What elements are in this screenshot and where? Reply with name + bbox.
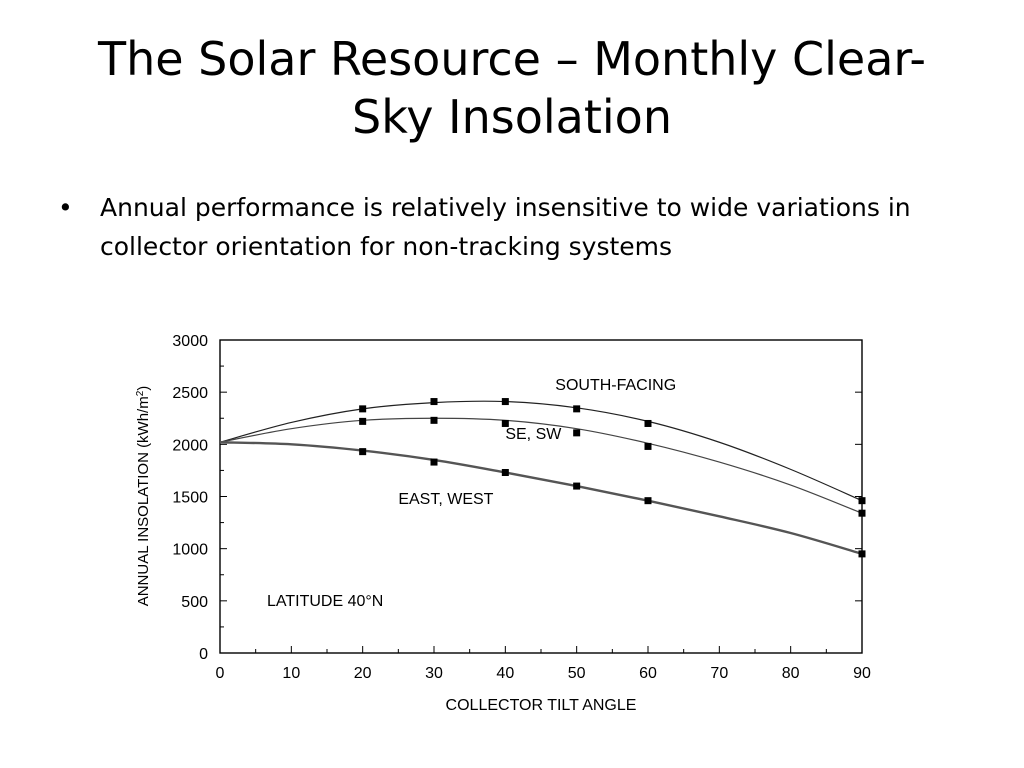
y-tick-label: 500 bbox=[181, 594, 208, 611]
series-label-south-facing: SOUTH-FACING bbox=[555, 377, 676, 394]
data-marker-east-west bbox=[501, 469, 509, 477]
slide-title-line-2: Sky Insolation bbox=[352, 90, 672, 144]
data-marker-south-facing bbox=[430, 398, 438, 406]
data-marker-se-sw bbox=[430, 416, 438, 424]
x-tick-label: 70 bbox=[710, 665, 728, 682]
x-tick-label: 30 bbox=[425, 665, 443, 682]
data-marker-south-facing bbox=[644, 419, 652, 427]
data-marker-se-sw bbox=[644, 442, 652, 450]
series-label-se-sw: SE, SW bbox=[505, 426, 562, 443]
data-marker-se-sw bbox=[573, 429, 581, 437]
y-axis-ticks: 0 500 1000 1500 2000 2500 3000 bbox=[172, 333, 862, 663]
data-marker-south-facing bbox=[359, 405, 367, 413]
latitude-annotation: LATITUDE 40°N bbox=[267, 593, 383, 610]
x-tick-label: 60 bbox=[639, 665, 657, 682]
data-marker-east-west bbox=[573, 482, 581, 490]
x-tick-label: 0 bbox=[216, 665, 225, 682]
y-tick-label: 2000 bbox=[172, 437, 208, 454]
x-tick-label: 20 bbox=[354, 665, 372, 682]
y-tick-label: 1500 bbox=[172, 490, 208, 507]
data-marker-east-west bbox=[359, 448, 367, 456]
series-layer bbox=[219, 398, 866, 558]
series-label-east-west: EAST, WEST bbox=[398, 491, 493, 508]
chart-container: 0 500 1000 1500 2000 2500 3000 0 10 20 30 40 50 60 70… bbox=[120, 318, 900, 728]
x-axis-label: COLLECTOR TILT ANGLE bbox=[446, 697, 637, 714]
data-marker-se-sw bbox=[858, 509, 866, 517]
series-line-south-facing bbox=[219, 400, 863, 502]
y-axis-label-sup: 2 bbox=[135, 390, 146, 396]
y-tick-label: 1000 bbox=[172, 542, 208, 559]
series-labels: SOUTH-FACING SE, SW EAST, WEST bbox=[398, 377, 676, 508]
slide-title-line-1: The Solar Resource – Monthly Clear- bbox=[98, 32, 926, 86]
series-line-east-west bbox=[219, 441, 863, 556]
data-marker-east-west bbox=[644, 497, 652, 505]
x-tick-label: 10 bbox=[282, 665, 300, 682]
y-tick-label: 3000 bbox=[172, 333, 208, 350]
data-marker-south-facing bbox=[858, 497, 866, 505]
y-axis-label-close: ) bbox=[135, 386, 152, 391]
data-marker-se-sw bbox=[359, 417, 367, 425]
y-tick-label: 2500 bbox=[172, 385, 208, 402]
data-marker-south-facing bbox=[501, 398, 509, 406]
data-marker-east-west bbox=[430, 458, 438, 466]
series-line-se-sw bbox=[219, 417, 863, 514]
data-marker-se-sw bbox=[501, 419, 509, 427]
y-tick-label: 0 bbox=[199, 646, 208, 663]
x-tick-label: 90 bbox=[853, 665, 871, 682]
y-axis-label: ANNUAL INSOLATION (kWh/m2) bbox=[135, 386, 152, 607]
x-axis-ticks: 0 10 20 30 40 50 60 70 80 90 bbox=[216, 646, 871, 682]
insolation-chart: 0 500 1000 1500 2000 2500 3000 0 10 20 30 40 50 60 70… bbox=[135, 333, 871, 714]
x-tick-label: 40 bbox=[496, 665, 514, 682]
bullet-text: Annual performance is relatively insensi… bbox=[100, 193, 911, 261]
x-tick-label: 80 bbox=[782, 665, 800, 682]
data-marker-south-facing bbox=[573, 405, 581, 413]
bullet-dot: • bbox=[58, 193, 73, 222]
y-axis-label-main: ANNUAL INSOLATION (kWh/m bbox=[135, 396, 152, 606]
x-tick-label: 50 bbox=[568, 665, 586, 682]
bullet-item: • Annual performance is relatively insen… bbox=[58, 188, 978, 266]
slide-title: The Solar Resource – Monthly Clear- Sky … bbox=[40, 30, 984, 146]
data-marker-east-west bbox=[858, 550, 866, 558]
